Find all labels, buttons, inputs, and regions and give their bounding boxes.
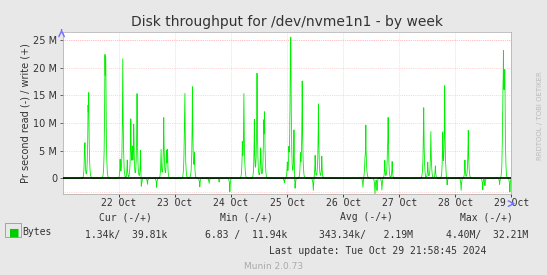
Text: 6.83 /  11.94k: 6.83 / 11.94k bbox=[205, 230, 287, 240]
Text: ■: ■ bbox=[9, 227, 20, 237]
Text: Bytes: Bytes bbox=[22, 227, 51, 237]
Text: 343.34k/   2.19M: 343.34k/ 2.19M bbox=[319, 230, 414, 240]
Text: RRDTOOL / TOBI OETIKER: RRDTOOL / TOBI OETIKER bbox=[537, 71, 543, 160]
Text: 1.34k/  39.81k: 1.34k/ 39.81k bbox=[85, 230, 167, 240]
Text: Munin 2.0.73: Munin 2.0.73 bbox=[244, 262, 303, 271]
Text: Avg (-/+): Avg (-/+) bbox=[340, 212, 393, 222]
Text: 4.40M/  32.21M: 4.40M/ 32.21M bbox=[446, 230, 528, 240]
Text: Cur (-/+): Cur (-/+) bbox=[100, 212, 152, 222]
Text: Min (-/+): Min (-/+) bbox=[220, 212, 272, 222]
Text: Max (-/+): Max (-/+) bbox=[461, 212, 513, 222]
Y-axis label: Pr second read (-) / write (+): Pr second read (-) / write (+) bbox=[20, 43, 31, 183]
Title: Disk throughput for /dev/nvme1n1 - by week: Disk throughput for /dev/nvme1n1 - by we… bbox=[131, 15, 443, 29]
Text: Last update: Tue Oct 29 21:58:45 2024: Last update: Tue Oct 29 21:58:45 2024 bbox=[270, 246, 487, 256]
